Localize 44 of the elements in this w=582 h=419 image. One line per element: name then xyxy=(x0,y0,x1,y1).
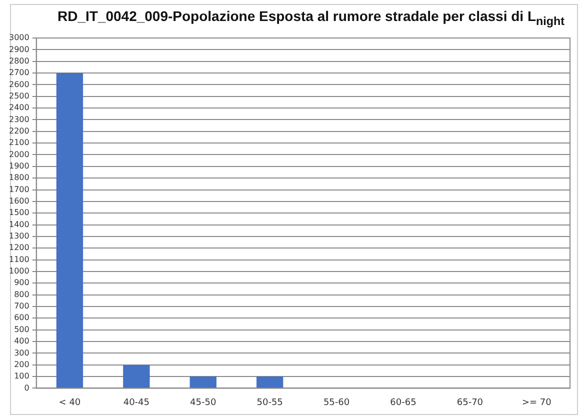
y-tick-label: 2700 xyxy=(9,68,30,78)
x-tick-label: 55-60 xyxy=(323,398,350,408)
y-tick-label: 3000 xyxy=(9,33,30,42)
x-tick-label: 65-70 xyxy=(456,398,484,408)
y-tick-label: 1900 xyxy=(9,161,30,170)
y-tick-label: 300 xyxy=(14,348,30,358)
y-tick-label: 2200 xyxy=(9,126,30,136)
y-tick-label: 2300 xyxy=(9,114,30,124)
y-tick-label: 900 xyxy=(14,278,30,288)
x-tick-label: 40-45 xyxy=(123,398,150,408)
y-tick-label: 1400 xyxy=(9,220,30,229)
y-tick-label: 1800 xyxy=(9,173,30,182)
x-tick-label: < 40 xyxy=(58,398,81,408)
y-tick-label: 0 xyxy=(24,383,30,392)
y-tick-label: 1300 xyxy=(9,232,30,241)
y-tick-label: 100 xyxy=(14,372,30,381)
y-tick-label: 400 xyxy=(14,336,30,346)
y-tick-label: 1500 xyxy=(9,208,30,218)
y-tick-label: 1700 xyxy=(9,184,30,194)
bar xyxy=(56,73,84,388)
y-tick-label: 1100 xyxy=(9,254,30,264)
y-tick-label: 2800 xyxy=(9,56,30,66)
y-tick-label: 200 xyxy=(14,360,30,369)
y-tick-label: 700 xyxy=(14,302,30,311)
y-tick-label: 2500 xyxy=(9,91,30,100)
bar xyxy=(256,376,284,388)
y-tick-label: 1200 xyxy=(9,243,30,252)
bar xyxy=(123,364,150,388)
y-tick-label: 2900 xyxy=(9,44,30,54)
y-tick-label: 1600 xyxy=(9,196,30,206)
x-tick-label: 50-55 xyxy=(256,398,283,408)
x-tick-label: 60-65 xyxy=(390,398,416,408)
y-tick-label: 2400 xyxy=(9,103,30,112)
x-tick-label: 45-50 xyxy=(190,398,216,408)
y-tick-label: 2600 xyxy=(9,80,30,89)
y-tick-label: 800 xyxy=(14,290,30,299)
y-tick-label: 2000 xyxy=(9,150,30,159)
bar xyxy=(190,376,216,388)
x-tick-label: >= 70 xyxy=(522,398,552,408)
y-tick-label: 1000 xyxy=(9,266,30,276)
y-tick-label: 2100 xyxy=(9,138,30,148)
chart-title: RD_IT_0042_009-Popolazione Esposta al rumore stradale per classi di L$_{night}$ xyxy=(56,8,566,28)
y-tick-label: 500 xyxy=(14,324,30,334)
y-tick-label: 600 xyxy=(14,313,30,322)
